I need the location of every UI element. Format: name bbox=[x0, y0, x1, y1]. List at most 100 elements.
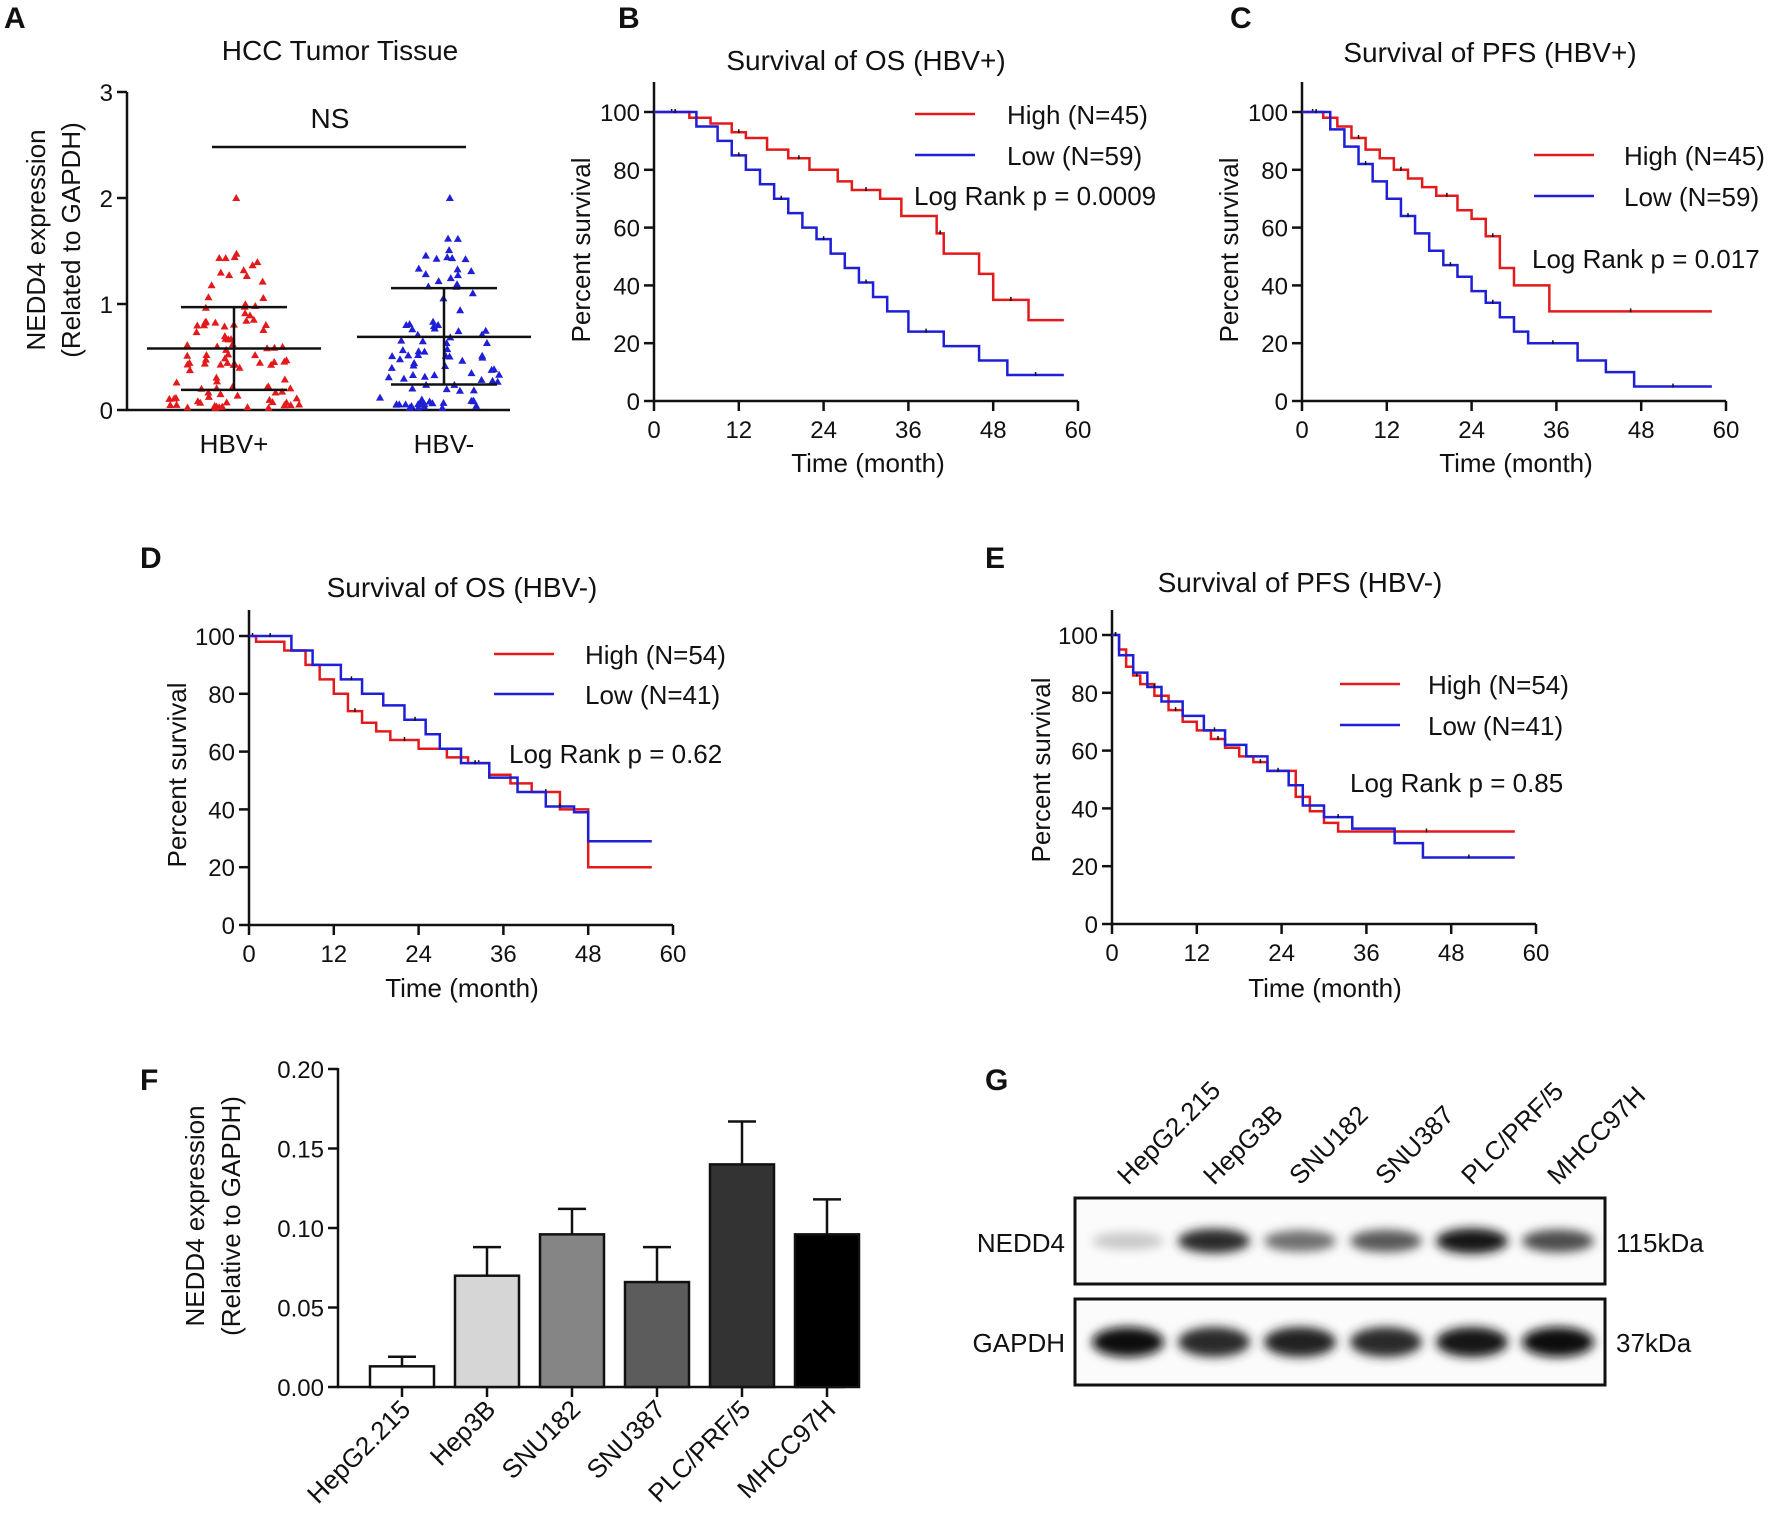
panel-b-logrank: Log Rank p = 0.0009 bbox=[914, 181, 1156, 211]
panel-a-point bbox=[242, 316, 251, 324]
panel-a-point bbox=[183, 403, 192, 411]
panel-c-logrank: Log Rank p = 0.017 bbox=[1532, 244, 1760, 274]
panel-d-survival: Survival of OS (HBV-) Percent survival T… bbox=[162, 572, 726, 1003]
panel-a-point bbox=[282, 356, 291, 364]
panel-d-legend-low: Low (N=41) bbox=[585, 680, 720, 710]
panel-a-point bbox=[468, 289, 477, 297]
panel-a-point bbox=[212, 377, 221, 385]
xtick-label: 12 bbox=[1183, 940, 1210, 967]
panel-a-point bbox=[482, 339, 491, 347]
panel-a-point bbox=[216, 360, 225, 368]
blot-band-nedd4 bbox=[1522, 1229, 1594, 1253]
ytick-label: 80 bbox=[1071, 681, 1098, 708]
panel-a-point bbox=[434, 277, 443, 285]
panel-f-ylabel-line2: (Relative to GAPDH) bbox=[216, 1096, 246, 1336]
survival-curve-high bbox=[654, 110, 1064, 322]
panel-a-point bbox=[295, 400, 304, 408]
xtick-label: 12 bbox=[1373, 417, 1400, 444]
panel-a-point bbox=[443, 345, 452, 353]
panel-a-point bbox=[220, 354, 229, 362]
panel-d-xlabel: Time (month) bbox=[385, 973, 539, 1003]
panel-a-point bbox=[407, 402, 416, 410]
panel-a-point bbox=[408, 325, 417, 333]
panel-a-point bbox=[216, 268, 225, 276]
xtick-label: 60 bbox=[1065, 417, 1092, 444]
ytick-label: 100 bbox=[600, 100, 640, 127]
xtick-label: 0 bbox=[1295, 417, 1308, 444]
panel-a-point bbox=[216, 390, 225, 398]
panel-a-point bbox=[259, 293, 268, 301]
panel-a-point bbox=[245, 311, 254, 319]
blot-row-label-nedd4: NEDD4 bbox=[977, 1228, 1065, 1258]
panel-a-point bbox=[481, 326, 490, 334]
xtick-label: 60 bbox=[1523, 940, 1550, 967]
panel-letter-g: G bbox=[985, 1064, 1008, 1097]
panel-a-point bbox=[421, 251, 430, 259]
panel-f-xtick-label: Hep3B bbox=[424, 1394, 501, 1471]
panel-a-point bbox=[414, 347, 423, 355]
xtick-label: 0 bbox=[647, 417, 660, 444]
panel-a-point bbox=[251, 351, 260, 359]
xtick-label: 24 bbox=[810, 417, 837, 444]
panel-a-point bbox=[286, 401, 295, 409]
panel-a-point bbox=[185, 366, 194, 374]
panel-a-point bbox=[202, 350, 211, 358]
panel-a-point bbox=[432, 254, 441, 262]
xtick-label: 24 bbox=[1458, 417, 1485, 444]
panel-a-point bbox=[242, 271, 251, 279]
panel-f-xtick-label: SNU182 bbox=[496, 1394, 587, 1485]
panel-f-ytick-label: 0.05 bbox=[277, 1296, 324, 1323]
panel-a-point bbox=[376, 393, 385, 401]
ytick-label: 80 bbox=[208, 682, 235, 709]
panel-a-point bbox=[404, 351, 413, 359]
survival-curve-low bbox=[249, 634, 652, 843]
panel-a-point bbox=[429, 317, 438, 325]
panel-a-point bbox=[193, 321, 202, 329]
panel-a-point bbox=[408, 371, 417, 379]
panel-c-xlabel: Time (month) bbox=[1439, 448, 1593, 478]
panel-c-ylabel: Percent survival bbox=[1214, 158, 1244, 343]
panel-a-point bbox=[439, 398, 448, 406]
bar-snu182 bbox=[538, 1233, 606, 1389]
ytick-label: 60 bbox=[1071, 739, 1098, 766]
panel-a-point bbox=[200, 359, 209, 367]
panel-e-survival: Survival of PFS (HBV-) Percent survival … bbox=[1026, 567, 1569, 1003]
panel-a-point bbox=[268, 398, 277, 406]
panel-d-legend-high: High (N=54) bbox=[585, 640, 726, 670]
blot-lane-label: HepG3B bbox=[1197, 1099, 1289, 1191]
panel-letter-c: C bbox=[1230, 2, 1252, 35]
panel-a-point bbox=[165, 394, 174, 402]
xtick-label: 48 bbox=[1438, 940, 1465, 967]
panel-a-point bbox=[224, 350, 233, 358]
xtick-label: 36 bbox=[490, 941, 517, 968]
panel-a-ytick-label: 2 bbox=[100, 186, 113, 213]
panel-a-point bbox=[401, 400, 410, 408]
panel-c-survival: Survival of PFS (HBV+) Percent survival … bbox=[1214, 37, 1765, 478]
xtick-label: 48 bbox=[575, 941, 602, 968]
panel-a-point bbox=[430, 371, 439, 379]
panel-a-point bbox=[183, 351, 192, 359]
panel-a-point bbox=[454, 327, 463, 335]
panel-a-point bbox=[397, 336, 406, 344]
panel-a-point bbox=[442, 385, 451, 393]
panel-d-title: Survival of OS (HBV-) bbox=[327, 572, 598, 603]
panel-a-point bbox=[215, 403, 224, 411]
panel-a-point bbox=[258, 277, 267, 285]
blot-band-gapdh bbox=[1178, 1327, 1250, 1357]
panel-a-point bbox=[230, 253, 239, 261]
blot-size-nedd4: 115kDa bbox=[1616, 1228, 1704, 1258]
panel-a-point bbox=[453, 265, 462, 273]
panel-a-point bbox=[410, 359, 419, 367]
blot-band-gapdh bbox=[1436, 1327, 1508, 1357]
panel-a-point bbox=[438, 403, 447, 411]
panel-a-point bbox=[387, 363, 396, 371]
ytick-label: 0 bbox=[1275, 389, 1288, 416]
ytick-label: 40 bbox=[208, 797, 235, 824]
ytick-label: 0 bbox=[1085, 912, 1098, 939]
ytick-label: 20 bbox=[1261, 331, 1288, 358]
panel-letter-b: B bbox=[618, 2, 640, 35]
panel-a-point bbox=[248, 261, 257, 269]
blot-band-nedd4 bbox=[1436, 1228, 1508, 1254]
panel-a-point bbox=[202, 317, 211, 325]
